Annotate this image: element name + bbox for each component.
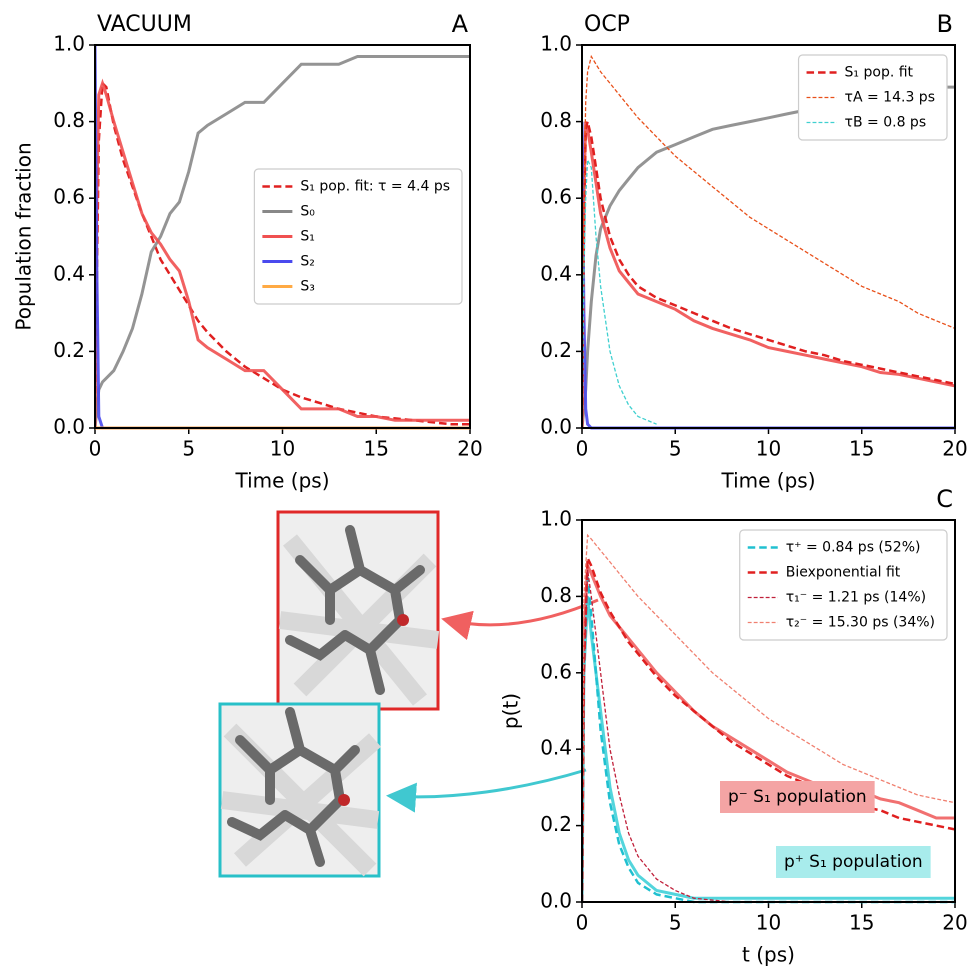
annotation-box	[720, 781, 875, 813]
axes-frame	[94, 44, 471, 429]
x-tick-label: 0	[576, 437, 589, 461]
series-line	[582, 54, 955, 429]
y-tick-label: 1.0	[540, 32, 572, 56]
legend-label: S₁	[300, 229, 315, 245]
legend-label: Biexponential fit	[786, 565, 901, 581]
series-line	[582, 596, 955, 903]
annotation: p⁻ S₁ population	[728, 787, 867, 807]
legend-label: τA = 14.3 ps	[845, 90, 935, 106]
series-line	[582, 565, 955, 903]
y-axis-label: Population fraction	[12, 142, 36, 330]
y-tick-label: 0.4	[540, 261, 572, 285]
legend-box	[253, 168, 463, 305]
panel-label: B	[937, 10, 953, 38]
series-line	[582, 121, 955, 429]
legend-label: S₀	[300, 204, 315, 220]
molecule-red	[276, 510, 440, 711]
y-tick-label: 0.8	[540, 583, 572, 607]
x-axis-label: t (ps)	[742, 943, 795, 967]
panel-label: A	[452, 10, 469, 38]
series-line	[582, 557, 955, 903]
molecule-cyan	[218, 702, 381, 878]
y-tick-label: 0.8	[540, 108, 572, 132]
axes-frame	[581, 44, 956, 429]
x-tick-label: 10	[756, 911, 781, 935]
y-tick-label: 0.0	[540, 889, 572, 913]
series-line	[95, 78, 470, 429]
axes-frame	[581, 519, 956, 903]
arrow	[441, 598, 599, 641]
series-line	[582, 121, 955, 429]
y-tick-label: 0.4	[53, 261, 85, 285]
y-tick-label: 0.8	[53, 108, 85, 132]
x-tick-label: 10	[756, 437, 781, 461]
legend-label: S₃	[300, 279, 315, 295]
y-tick-label: 0.4	[540, 736, 572, 760]
y-tick-label: 0.0	[540, 415, 572, 439]
x-tick-label: 5	[669, 911, 682, 935]
x-tick-label: 20	[942, 911, 967, 935]
legend-box	[797, 54, 948, 141]
legend-box	[739, 529, 948, 641]
legend-label: S₂	[300, 254, 315, 270]
x-tick-label: 20	[942, 437, 967, 461]
legend-label: τB = 0.8 ps	[845, 115, 927, 131]
y-tick-label: 0.0	[53, 415, 85, 439]
x-axis-label: Time (ps)	[234, 469, 329, 493]
legend-label: τ⁺ = 0.84 ps (52%)	[786, 540, 921, 556]
x-tick-label: 15	[849, 911, 874, 935]
series-line	[95, 55, 470, 429]
legend-label: S₁ pop. fit	[845, 65, 914, 81]
y-tick-label: 1.0	[540, 507, 572, 531]
x-axis-label: Time (ps)	[720, 469, 815, 493]
x-tick-label: 10	[270, 437, 295, 461]
x-tick-label: 20	[457, 437, 482, 461]
series-line	[582, 533, 955, 903]
series-line	[582, 159, 657, 429]
annotation: p⁺ S₁ population	[784, 852, 923, 872]
x-tick-label: 15	[849, 437, 874, 461]
x-tick-label: 15	[364, 437, 389, 461]
y-tick-label: 0.6	[540, 659, 572, 683]
panel-label: C	[936, 485, 953, 513]
annotation-box	[776, 846, 931, 878]
x-tick-label: 5	[669, 437, 682, 461]
arrow	[386, 768, 587, 813]
x-tick-label: 0	[89, 437, 102, 461]
y-tick-label: 1.0	[53, 32, 85, 56]
panel-title: VACUUM	[97, 12, 192, 37]
y-tick-label: 0.6	[53, 185, 85, 209]
y-tick-label: 0.2	[540, 338, 572, 362]
legend-label: τ₂⁻ = 15.30 ps (34%)	[786, 615, 935, 631]
x-tick-label: 5	[182, 437, 195, 461]
y-tick-label: 0.2	[540, 812, 572, 836]
y-tick-label: 0.2	[53, 338, 85, 362]
legend-label: τ₁⁻ = 1.21 ps (14%)	[786, 590, 926, 606]
panel-title: OCP	[584, 12, 630, 37]
y-axis-label: p(t)	[499, 693, 523, 729]
y-tick-label: 0.6	[540, 185, 572, 209]
legend-label: S₁ pop. fit: τ = 4.4 ps	[300, 179, 450, 195]
x-tick-label: 0	[576, 911, 589, 935]
